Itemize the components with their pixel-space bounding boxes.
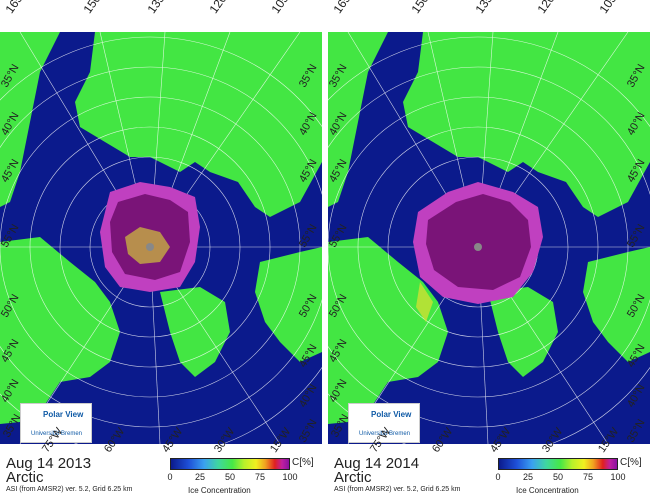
legend-tick: 25 <box>194 472 206 482</box>
legend-tick: 50 <box>224 472 236 482</box>
lon-label: 135°E <box>473 0 503 16</box>
lon-label: 105°E <box>269 0 299 16</box>
logo-brand: Polar View <box>43 410 84 419</box>
legend-tick: 25 <box>522 472 534 482</box>
map-panel-2013: 165°E 150°E 135°E 120°E 105°E <box>0 0 322 495</box>
lon-label: 120°E <box>535 0 565 16</box>
polar-view-logo: Polar View Universität Bremen <box>20 403 92 443</box>
legend-tick: 75 <box>582 472 594 482</box>
legend-tick: 50 <box>552 472 564 482</box>
legend-tick: 0 <box>495 472 501 482</box>
polar-view-logo: Polar View Universität Bremen <box>348 403 420 443</box>
legend-title: Ice Concentration <box>516 486 579 495</box>
sea-ice-map <box>0 32 322 444</box>
legend-unit: C[%] <box>292 457 314 468</box>
legend-tick: 0 <box>167 472 173 482</box>
lon-label: 165°E <box>3 0 33 16</box>
logo-institution: Universität Bremen <box>31 431 83 437</box>
legend-tick: 75 <box>254 472 266 482</box>
lon-label: 150°E <box>81 0 111 16</box>
map-region: Arctic <box>334 469 372 486</box>
polar-projection <box>328 32 650 444</box>
map-date: Aug 14 2013 <box>6 455 92 472</box>
polar-projection <box>0 32 322 444</box>
lon-label: 105°E <box>597 0 627 16</box>
legend-colorbar <box>498 458 618 470</box>
concentration-legend: C[%] 0 25 50 75 100 Ice Concentration <box>167 457 313 495</box>
legend-unit: C[%] <box>620 457 642 468</box>
sea-ice-map <box>328 32 650 444</box>
map-panel-2014: 165°E 150°E 135°E 120°E 105°E <box>327 0 650 495</box>
legend-colorbar <box>170 458 290 470</box>
concentration-legend: C[%] 0 25 50 75 100 Ice Concentration <box>495 457 641 495</box>
lon-label: 150°E <box>409 0 439 16</box>
logo-institution: Universität Bremen <box>359 431 411 437</box>
map-source: ASI (from AMSR2) ver. 5.2, Grid 6.25 km <box>6 486 133 493</box>
legend-tick: 100 <box>610 472 626 482</box>
map-source: ASI (from AMSR2) ver. 5.2, Grid 6.25 km <box>334 486 461 493</box>
legend-tick: 100 <box>282 472 298 482</box>
map-region: Arctic <box>6 469 44 486</box>
logo-brand: Polar View <box>371 410 412 419</box>
map-date: Aug 14 2014 <box>334 455 420 472</box>
lon-label: 120°E <box>207 0 237 16</box>
legend-title: Ice Concentration <box>188 486 251 495</box>
lon-label: 135°E <box>145 0 175 16</box>
lon-label: 165°E <box>331 0 361 16</box>
